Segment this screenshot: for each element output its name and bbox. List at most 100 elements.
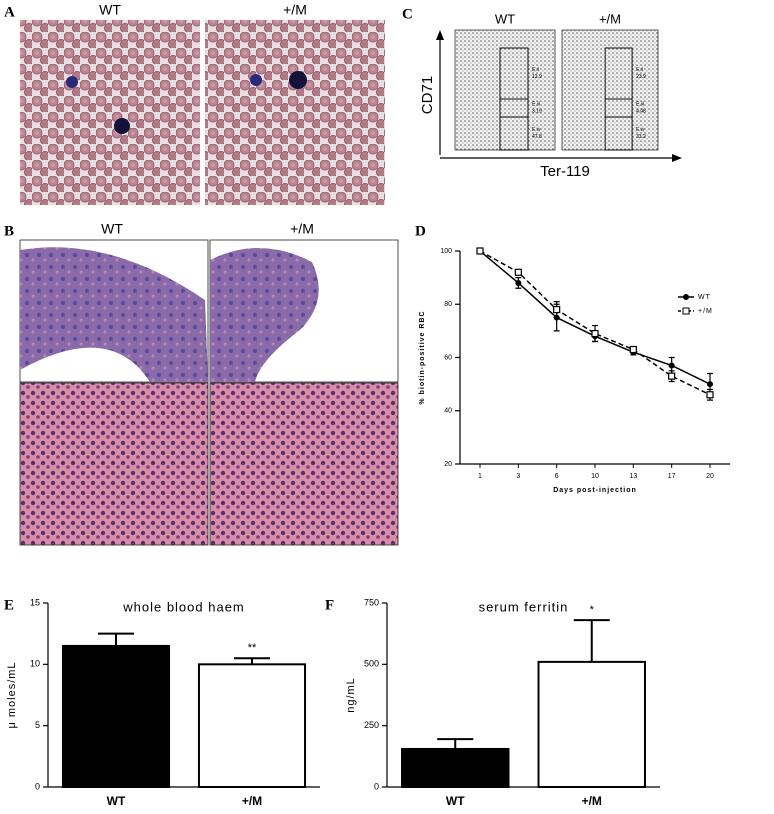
chart-title: serum ferritin xyxy=(479,599,569,614)
spleen-high-mutant xyxy=(209,382,399,546)
panel-label: B xyxy=(4,223,14,239)
series-line xyxy=(479,250,711,396)
panel-title: +/M xyxy=(290,221,314,237)
legend-marker xyxy=(682,307,690,315)
gate-value: 4.48 xyxy=(636,108,646,114)
y-tick-label: 80 xyxy=(444,301,452,308)
nucleus xyxy=(250,74,262,86)
y-tick-label: 250 xyxy=(364,720,379,730)
flow-plot-mutant xyxy=(561,29,659,151)
x-tick-label: 13 xyxy=(629,473,637,480)
point xyxy=(707,381,713,388)
y-tick-label: 40 xyxy=(444,408,452,415)
legend-label: +/M xyxy=(698,308,713,315)
significance: * xyxy=(590,604,595,616)
y-tick-label: 0 xyxy=(35,781,40,791)
y-tick-label: 0 xyxy=(374,781,379,791)
x-tick-label: WT xyxy=(107,794,126,808)
spleen-high-wt xyxy=(19,382,209,546)
x-axis-title: Ter-119 xyxy=(540,163,590,180)
y-tick-label: 750 xyxy=(364,597,379,607)
x-tick-label: 1 xyxy=(478,473,482,480)
x-tick-label: 3 xyxy=(516,473,520,480)
legend-marker xyxy=(683,294,689,300)
y-tick-label: 5 xyxy=(35,720,40,730)
panel-label: F xyxy=(325,597,334,613)
gate-name: E.iv xyxy=(636,127,645,133)
series-line xyxy=(479,250,711,385)
y-tick-label: 100 xyxy=(440,248,452,255)
error-bar xyxy=(234,657,270,665)
point xyxy=(591,329,599,338)
panel-label: E xyxy=(4,597,14,613)
nucleus xyxy=(114,118,130,134)
point xyxy=(514,268,522,276)
gate xyxy=(604,116,633,151)
panel-label: A xyxy=(4,4,15,20)
bar xyxy=(537,660,646,789)
panel-title: WT xyxy=(99,2,121,18)
gate-name: E.iv xyxy=(532,127,541,133)
x-tick-label: 10 xyxy=(591,473,599,480)
gate-value: 23.9 xyxy=(636,74,646,80)
nucleus xyxy=(66,76,78,88)
y-tick-label: 15 xyxy=(30,597,40,607)
arrow-head xyxy=(436,30,444,40)
error-bar xyxy=(98,632,134,646)
spleen-low-wt xyxy=(20,247,208,382)
error-bar xyxy=(437,738,474,749)
x-axis-title: Days post-injection xyxy=(553,487,637,494)
x-tick-label: 20 xyxy=(706,473,714,480)
point xyxy=(629,345,637,354)
gate-value: 33.2 xyxy=(636,134,646,140)
arrow-head xyxy=(672,154,682,162)
error-bar xyxy=(573,619,610,662)
point xyxy=(706,391,714,399)
x-tick-label: WT xyxy=(446,794,465,808)
y-tick-label: 10 xyxy=(30,659,40,669)
gate-value: 3.19 xyxy=(532,108,542,114)
x-tick-label: 6 xyxy=(555,473,559,480)
point xyxy=(553,305,561,314)
significance: ** xyxy=(248,642,257,654)
gate-name: E.iii xyxy=(636,101,644,107)
panel-label: D xyxy=(415,223,426,239)
x-tick-label: +/M xyxy=(582,794,602,808)
y-tick-label: 20 xyxy=(444,461,452,468)
panel-title: +/M xyxy=(599,11,621,26)
blood-smear-mutant xyxy=(205,20,385,205)
flow-plot-wt xyxy=(454,29,556,151)
legend-label: WT xyxy=(698,294,711,301)
y-tick-label: 60 xyxy=(444,354,452,361)
y-tick-label: 500 xyxy=(364,659,379,669)
panel-title: WT xyxy=(495,11,515,26)
panel-label: C xyxy=(402,6,413,22)
point xyxy=(476,247,484,255)
nucleus xyxy=(289,71,307,89)
panel-title: +/M xyxy=(283,2,307,18)
y-axis-title: ng/mL xyxy=(345,677,357,713)
point xyxy=(668,362,675,369)
gate-value: 47.8 xyxy=(532,134,542,140)
panel-title: WT xyxy=(101,221,123,237)
bar xyxy=(197,663,307,788)
blood-smear-wt xyxy=(20,20,200,205)
point xyxy=(515,279,522,286)
gate-name: E.ii xyxy=(636,67,643,73)
gate-name: E.ii xyxy=(532,67,539,73)
gate xyxy=(499,116,529,151)
chart-title: whole blood haem xyxy=(122,599,245,614)
bar xyxy=(401,747,510,788)
spleen-low-mutant xyxy=(210,247,319,382)
y-axis-title: % biotin-positive RBC xyxy=(419,310,426,404)
point xyxy=(668,372,676,380)
y-axis-title: μ moles/mL xyxy=(6,661,18,728)
y-axis-title: CD71 xyxy=(419,76,436,114)
x-tick-label: 17 xyxy=(668,473,676,480)
gate-value: 12.9 xyxy=(532,74,542,80)
bar xyxy=(61,644,171,789)
gate-name: E.iii xyxy=(532,101,540,107)
x-tick-label: +/M xyxy=(242,794,262,808)
